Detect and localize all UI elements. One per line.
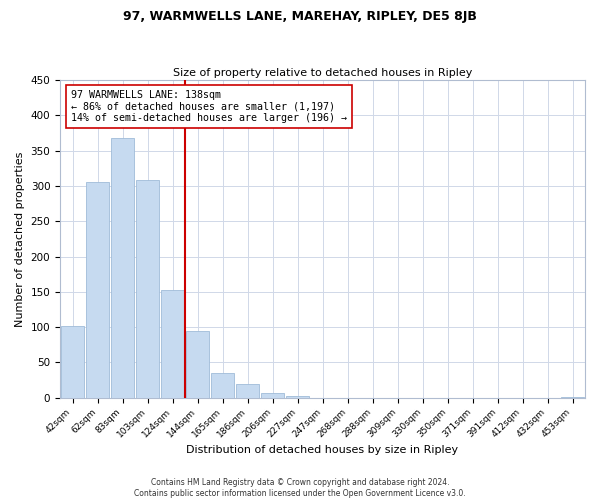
Bar (111, 138, 134, 398)
Bar (61, 326, 84, 398)
Bar (136, 180, 159, 398)
Bar (186, 332, 209, 398)
Title: Size of property relative to detached houses in Ripley: Size of property relative to detached ho… (173, 68, 472, 78)
X-axis label: Distribution of detached houses by size in Ripley: Distribution of detached houses by size … (187, 445, 458, 455)
Text: 97, WARMWELLS LANE, MAREHAY, RIPLEY, DE5 8JB: 97, WARMWELLS LANE, MAREHAY, RIPLEY, DE5… (123, 10, 477, 23)
Bar (236, 384, 259, 398)
Y-axis label: Number of detached properties: Number of detached properties (15, 151, 25, 326)
Text: Contains HM Land Registry data © Crown copyright and database right 2024.
Contai: Contains HM Land Registry data © Crown c… (134, 478, 466, 498)
Bar (161, 290, 184, 398)
Bar (86, 182, 109, 398)
Text: 97 WARMWELLS LANE: 138sqm
← 86% of detached houses are smaller (1,197)
14% of se: 97 WARMWELLS LANE: 138sqm ← 86% of detac… (71, 90, 347, 123)
Bar (286, 396, 309, 398)
Bar (561, 397, 584, 398)
Bar (211, 373, 234, 398)
Bar (261, 392, 284, 398)
